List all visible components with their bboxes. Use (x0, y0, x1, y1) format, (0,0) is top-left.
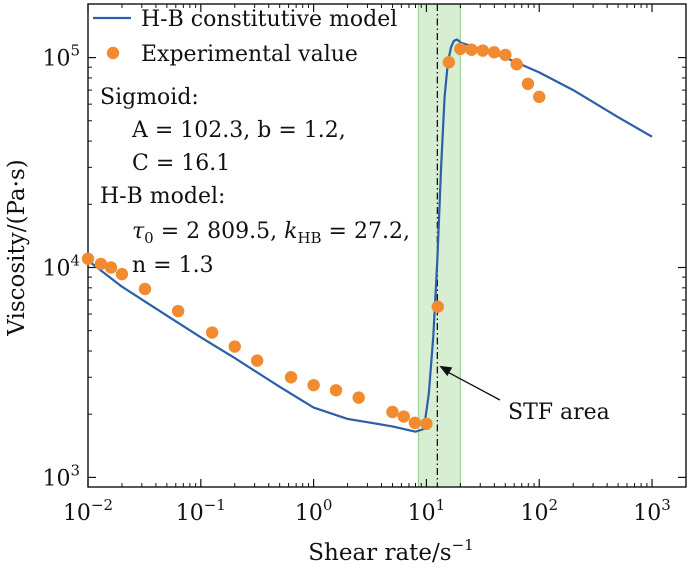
data-point (408, 416, 422, 430)
legend: H-B constitutive model Experimental valu… (93, 7, 397, 67)
hb-tau-subscript: 0 (144, 229, 154, 247)
hb-tau-symbol: τ (132, 219, 145, 244)
data-point (510, 57, 523, 71)
x-tick-label: 10−1 (176, 496, 226, 526)
y-tick-label-base: 10 (42, 47, 70, 72)
data-point (533, 90, 546, 104)
data-point (431, 300, 444, 313)
x-tick-label-exponent: −2 (91, 496, 113, 514)
sigmoid-params-line2: C = 16.1 (132, 151, 230, 176)
data-point (81, 252, 95, 266)
hb-params-line1: τ0 = 2 809.5, kHB = 27.2, (132, 219, 410, 247)
y-tick-label-exponent: 3 (70, 461, 80, 479)
data-point (250, 354, 264, 367)
stf-area-arrow (445, 370, 501, 401)
data-point (454, 42, 467, 56)
series-experimental-points (81, 42, 546, 431)
legend-label-hb-model: H-B constitutive model (141, 7, 397, 32)
data-point (521, 77, 535, 91)
data-point (487, 46, 501, 59)
x-tick-label-base: 10 (176, 501, 204, 526)
y-tick-label-exponent: 5 (70, 42, 80, 60)
axis-ticks (87, 4, 686, 487)
data-point (329, 384, 343, 397)
x-axis-title-superscript: −1 (452, 536, 474, 554)
data-point (352, 391, 365, 404)
y-tick-label-exponent: 4 (70, 251, 80, 269)
x-tick-label-base: 10 (408, 501, 436, 526)
stf-area-label: STF area (508, 400, 610, 425)
y-tick-label: 103 (42, 461, 80, 491)
plot-frame (87, 3, 687, 488)
data-point (205, 326, 219, 339)
x-tick-label-exponent: 2 (548, 496, 558, 514)
x-tick-label: 101 (408, 496, 446, 526)
data-point (228, 340, 241, 353)
stf-area-arrowhead (439, 365, 453, 377)
data-point (397, 410, 410, 423)
x-tick-label-exponent: 1 (436, 496, 446, 514)
sigmoid-params-line1: A = 102.3, b = 1.2, (131, 118, 346, 143)
hb-model-title: H-B model: (100, 184, 225, 209)
y-tick-label: 105 (42, 42, 80, 72)
data-point (499, 48, 512, 62)
x-axis-title-text: Shear rate/s (308, 540, 451, 566)
x-tick-label-exponent: 3 (661, 496, 671, 514)
x-tick-label-base: 10 (633, 501, 661, 526)
data-point (476, 44, 489, 57)
x-tick-labels: 10−2 10−1 100 101 102 103 (63, 496, 671, 526)
data-point (115, 267, 129, 281)
legend-dot-swatch (106, 46, 120, 60)
y-axis-title: Viscosity/(Pa·s) (4, 159, 30, 336)
data-point (104, 261, 118, 274)
hb-k-subscript: HB (297, 229, 321, 247)
y-tick-label-base: 10 (42, 466, 70, 491)
data-point (465, 43, 478, 56)
hb-k-value: = 27.2, (322, 219, 410, 244)
data-point (386, 405, 399, 419)
fit-parameters: Sigmoid: A = 102.3, b = 1.2, C = 16.1 H-… (100, 85, 410, 278)
sigmoid-title: Sigmoid: (100, 85, 199, 110)
x-tick-label-exponent: −1 (204, 496, 226, 514)
data-point (420, 417, 433, 431)
x-tick-label: 10−2 (63, 496, 113, 526)
x-tick-label-base: 10 (63, 501, 91, 526)
data-point (442, 56, 456, 69)
hb-tau-value: = 2 809.5, (154, 219, 284, 244)
hb-params-line2: n = 1.3 (132, 253, 214, 278)
data-point (284, 371, 298, 384)
x-tick-label: 100 (295, 496, 333, 526)
y-tick-label: 104 (42, 251, 80, 281)
x-tick-label-base: 10 (520, 501, 548, 526)
hb-k-symbol: k (284, 219, 297, 244)
legend-label-experimental: Experimental value (141, 42, 358, 67)
y-tick-label-base: 10 (42, 256, 70, 281)
x-tick-label-base: 10 (295, 501, 323, 526)
data-point (307, 378, 320, 392)
stf-shaded-region (418, 4, 461, 487)
data-point (171, 304, 185, 318)
x-tick-label-exponent: 0 (323, 496, 333, 514)
data-point (138, 282, 152, 296)
x-tick-label: 103 (633, 496, 671, 526)
data-point (94, 257, 108, 271)
x-tick-label: 102 (520, 496, 558, 526)
x-axis-title: Shear rate/s−1 (308, 536, 473, 566)
